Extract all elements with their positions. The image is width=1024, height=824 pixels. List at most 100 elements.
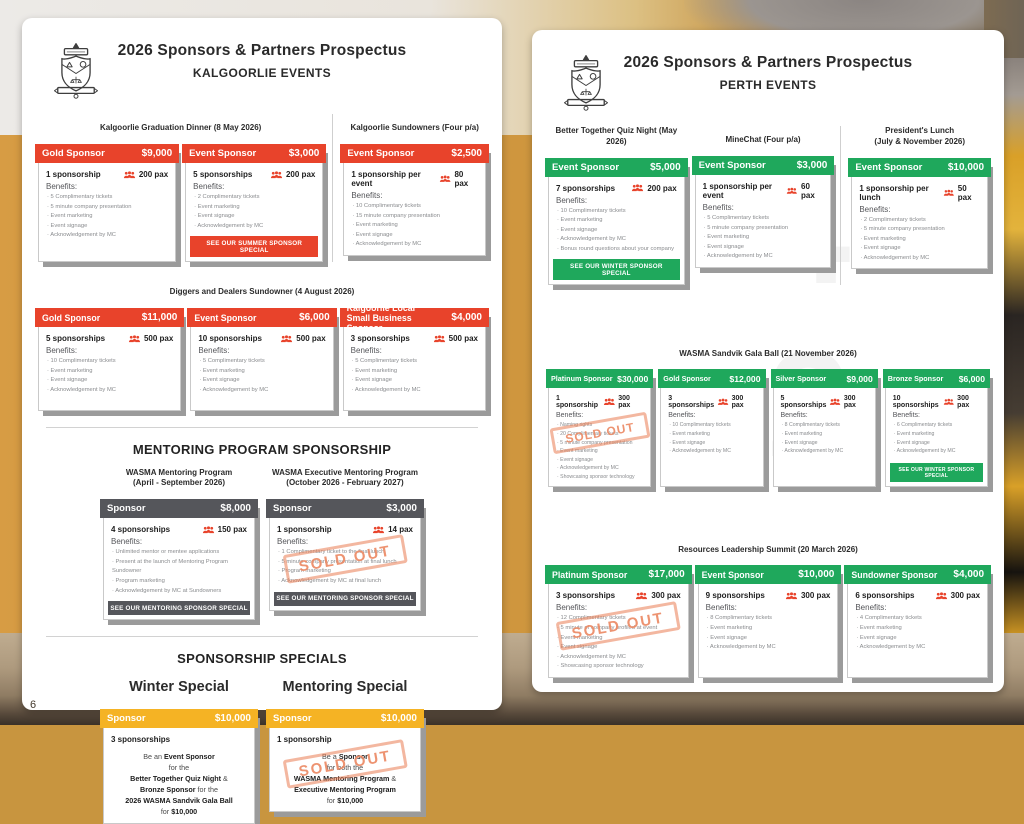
- sponsorship-count: 1 sponsorship per lunch: [859, 183, 929, 202]
- card-group: Event Sponsor $2,500 1 sponsorship per eve…: [340, 143, 489, 256]
- pax-count: 300 pax: [635, 591, 681, 600]
- quantity-row: 3 sponsorships 300 pax: [556, 591, 681, 600]
- card-group: Gold Sponsor $9,000 1 sponsorship 200 pax B…: [35, 143, 327, 263]
- card-header: Silver Sponsor $9,000: [770, 369, 878, 389]
- benefit-item: Acknowledgement by MC: [352, 386, 478, 396]
- sponsor-tier-name: Bronze Sponsor: [887, 374, 944, 384]
- offer-line: Be an Event Sponsor: [143, 751, 215, 761]
- card-header: Sponsor $3,000: [266, 499, 424, 519]
- sponsor-card: Sponsor $3,000 1 sponsorship 14 pax Benefit…: [266, 499, 424, 611]
- sponsor-price: $10,000: [214, 712, 251, 724]
- card-body: 5 sponsorships 300 pax Benefits:8 Complim…: [774, 374, 875, 486]
- benefit-item: Event signage: [194, 212, 315, 222]
- benefits-list: Unlimited mentor or mentee applicationsP…: [111, 548, 247, 596]
- benefit-item: Event marketing: [199, 367, 325, 377]
- sponsor-tier-name: Event Sponsor: [701, 569, 764, 580]
- benefits-label: Benefits:: [892, 412, 920, 420]
- benefit-item: Acknowledgement by MC: [669, 447, 755, 456]
- row-events: Better Together Quiz Night (May 2026) Eve…: [545, 126, 992, 286]
- sponsorship-count: 3 sponsorships: [111, 734, 171, 744]
- sponsor-tier-name: Platinum Sponsor: [552, 569, 628, 580]
- quantity-row: 10 sponsorships 500 pax: [198, 334, 325, 343]
- sponsorship-count: 3 sponsorships: [668, 395, 715, 410]
- benefit-item: Event signage: [782, 439, 868, 448]
- page-header: 2026 Sponsors & Partners Prospectus PERT…: [548, 54, 988, 116]
- sponsor-tier-name: Event Sponsor: [698, 160, 766, 171]
- sponsor-card: Gold Sponsor $9,000 1 sponsorship 200 pax B…: [35, 144, 180, 263]
- section-heading: Kalgoorlie Graduation Dinner (8 May 2026…: [99, 123, 262, 133]
- sponsor-tier-name: Sponsor: [273, 712, 312, 724]
- benefit-item: 6 Complimentary tickets: [894, 421, 980, 430]
- benefits-label: Benefits:: [46, 346, 78, 356]
- sponsor-tier-name: Sponsor: [107, 712, 146, 724]
- sponsor-tier-name: Event Sponsor: [855, 161, 923, 173]
- card-body: 3 sponsorships Be an Event Sponsor for the…: [104, 714, 254, 823]
- sponsor-price: $10,000: [798, 569, 835, 581]
- pax-icon: [433, 335, 445, 342]
- pax-count: 300 pax: [943, 395, 980, 409]
- pax-icon: [270, 170, 283, 178]
- sponsorship-count: 3 sponsorships: [556, 591, 616, 601]
- page-number: 6: [30, 699, 37, 711]
- benefit-item: Event signage: [47, 222, 168, 232]
- benefit-item: Acknowledgement by MC: [557, 464, 643, 473]
- card-group: Sponsor $10,000 1 sponsorship Be a Sponsor f…: [266, 708, 424, 813]
- sponsorship-count: 5 sponsorships: [46, 334, 106, 344]
- pax-label: 200 pax: [138, 170, 169, 179]
- benefit-item: Event marketing: [704, 233, 824, 243]
- benefit-item: 10 Complimentary tickets: [669, 421, 755, 430]
- benefit-item: Event signage: [707, 634, 831, 644]
- benefit-item: Event signage: [669, 439, 755, 448]
- card-header: Gold Sponsor $11,000: [35, 308, 185, 328]
- card-group: Sponsor $3,000 1 sponsorship 14 pax Benefit…: [266, 498, 424, 611]
- sponsor-tier-name: Silver Sponsor: [775, 374, 827, 384]
- pax-count: 300 pax: [603, 395, 644, 409]
- benefit-item: Acknowledgement by MC: [47, 231, 168, 241]
- benefit-item: Event marketing: [669, 430, 755, 439]
- benefits-list: 5 Complimentary ticketsEvent marketingEv…: [351, 357, 478, 395]
- sponsor-card: Event Sponsor $6,000 10 sponsorships 500 p…: [187, 308, 337, 412]
- event-section: Kalgoorlie Sundowners (Four p/a) Event Sp…: [340, 114, 489, 262]
- benefits-list: 5 Complimentary tickets5 minute company …: [46, 193, 168, 241]
- sponsor-price: $3,000: [796, 160, 828, 171]
- card-header: Gold Sponsor $12,000: [658, 369, 766, 389]
- card-group: Event Sponsor $3,000 1 sponsorship per eve…: [691, 155, 835, 268]
- section-heading: President's Lunch (July & November 2026): [874, 126, 966, 146]
- sponsor-price: $3,000: [288, 148, 320, 159]
- benefit-item: Bonus round questions about your company: [557, 245, 677, 255]
- sponsor-tier-name: Sundowner Sponsor: [851, 569, 938, 580]
- sponsor-tier-name: Event Sponsor: [189, 148, 257, 159]
- card-body: 5 sponsorships 500 pax Benefits:10 Compli…: [39, 313, 180, 410]
- page-perth-events: 4 2 2026 Sponsors & Partners Prospectus …: [532, 30, 1004, 692]
- sponsor-card: Gold Sponsor $11,000 5 sponsorships 500 pa…: [35, 308, 185, 412]
- sponsorship-count: 10 sponsorships: [892, 395, 939, 410]
- section-heading: Mentoring Special: [282, 679, 408, 696]
- benefit-item: 2 Complimentary tickets: [860, 216, 980, 226]
- pax-label: 300 pax: [957, 395, 970, 410]
- offer-line: for $10,000: [160, 807, 198, 817]
- sponsor-tier-name: Sponsor: [273, 503, 312, 515]
- card-body: 1 sponsorship 200 pax Benefits: 5 Complime…: [39, 149, 175, 261]
- pax-count: 50 pax: [943, 184, 980, 202]
- pax-label: 300 pax: [618, 395, 631, 410]
- pax-label: 80 pax: [454, 170, 469, 188]
- card-group: Gold Sponsor $11,000 5 sponsorships 500 pa…: [35, 303, 489, 412]
- row-title: SPONSORSHIP SPECIALS: [177, 651, 347, 667]
- sponsorship-count: 1 sponsorship: [277, 734, 332, 744]
- benefit-item: Unlimited mentor or mentee applications: [112, 548, 247, 558]
- page-header: 2026 Sponsors & Partners Prospectus KALG…: [38, 42, 486, 104]
- sponsor-card: Event Sponsor $3,000 5 sponsorships 200 pa…: [182, 144, 327, 263]
- benefit-item: 10 Complimentary tickets: [47, 357, 173, 367]
- sponsorship-count: 10 sponsorships: [198, 334, 262, 344]
- benefits-label: Benefits:: [351, 191, 383, 200]
- benefit-item: Event signage: [352, 376, 478, 386]
- row-program: MENTORING PROGRAM SPONSORSHIP WASMA Mento…: [38, 427, 486, 621]
- pax-label: 200 pax: [647, 183, 677, 193]
- card-header: Event Sponsor $3,000: [691, 156, 835, 175]
- sponsor-price: $6,000: [958, 373, 985, 384]
- card-footer-banner: SEE OUR MENTORING SPONSOR SPECIAL: [108, 601, 250, 616]
- sponsor-tier-name: Gold Sponsor: [42, 148, 105, 159]
- pax-count: 300 pax: [717, 395, 756, 409]
- benefit-item: 10 Complimentary tickets: [352, 202, 478, 212]
- sponsorship-count: 7 sponsorships: [556, 183, 616, 193]
